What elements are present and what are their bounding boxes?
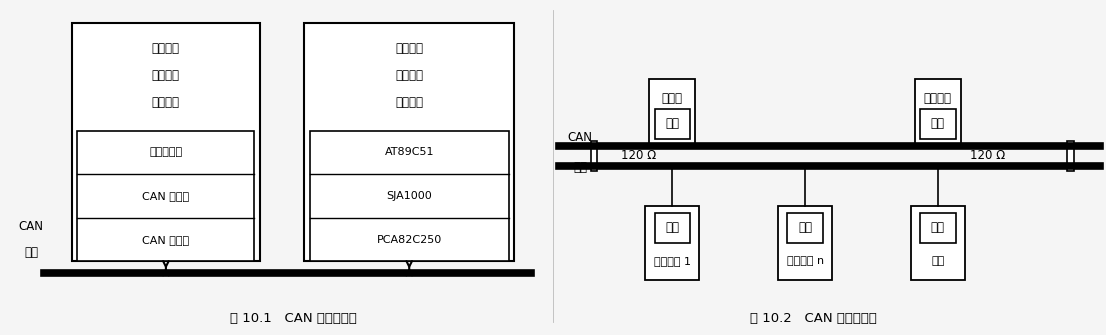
Text: CAN 收发器: CAN 收发器 (143, 234, 189, 245)
Bar (655, 213, 690, 243)
Text: 接口: 接口 (931, 118, 945, 130)
Text: 人机接口: 人机接口 (395, 96, 424, 109)
Text: CAN: CAN (19, 220, 43, 232)
Bar (778, 206, 832, 280)
Text: 总线: 总线 (573, 161, 587, 174)
Text: 人机接口: 人机接口 (152, 96, 180, 109)
Text: 灵敏元件: 灵敏元件 (152, 69, 180, 82)
Bar (920, 213, 956, 243)
Text: CAN: CAN (567, 131, 593, 144)
Text: AT89C51: AT89C51 (385, 147, 434, 157)
Text: 电子系统 n: 电子系统 n (786, 256, 824, 266)
Text: 执行机构: 执行机构 (395, 42, 424, 55)
Text: 电子系统 1: 电子系统 1 (654, 256, 691, 266)
Text: 图 10.1   CAN 模块结构图: 图 10.1 CAN 模块结构图 (230, 312, 356, 325)
Text: 接口: 接口 (931, 221, 945, 234)
Bar (304, 23, 514, 261)
Text: 模块控制器: 模块控制器 (149, 147, 182, 157)
Text: 120 Ω: 120 Ω (970, 149, 1005, 162)
Bar (72, 23, 260, 261)
Text: CAN 控制器: CAN 控制器 (143, 191, 189, 201)
Text: 其他: 其他 (931, 256, 945, 266)
Text: 灵敏元件: 灵敏元件 (395, 69, 424, 82)
Text: 监控设备: 监控设备 (924, 92, 952, 105)
Text: 上位机: 上位机 (661, 92, 682, 105)
Bar (920, 109, 956, 139)
Text: 接口: 接口 (666, 118, 679, 130)
Text: 执行机构: 执行机构 (152, 42, 180, 55)
Bar (787, 213, 823, 243)
Text: 接口: 接口 (799, 221, 812, 234)
Bar (911, 206, 964, 280)
Bar (310, 131, 509, 261)
Text: 图 10.2   CAN 体系结构图: 图 10.2 CAN 体系结构图 (750, 312, 877, 325)
Bar (655, 109, 690, 139)
Bar (649, 79, 696, 146)
Text: SJA1000: SJA1000 (386, 191, 432, 201)
Bar (915, 79, 961, 146)
Text: 120 Ω: 120 Ω (620, 149, 656, 162)
Text: 接口: 接口 (666, 221, 679, 234)
Bar (1067, 141, 1074, 171)
Bar (645, 206, 699, 280)
Bar (591, 141, 597, 171)
Bar (77, 131, 254, 261)
Text: PCA82C250: PCA82C250 (377, 234, 441, 245)
Text: 总线: 总线 (24, 247, 38, 259)
